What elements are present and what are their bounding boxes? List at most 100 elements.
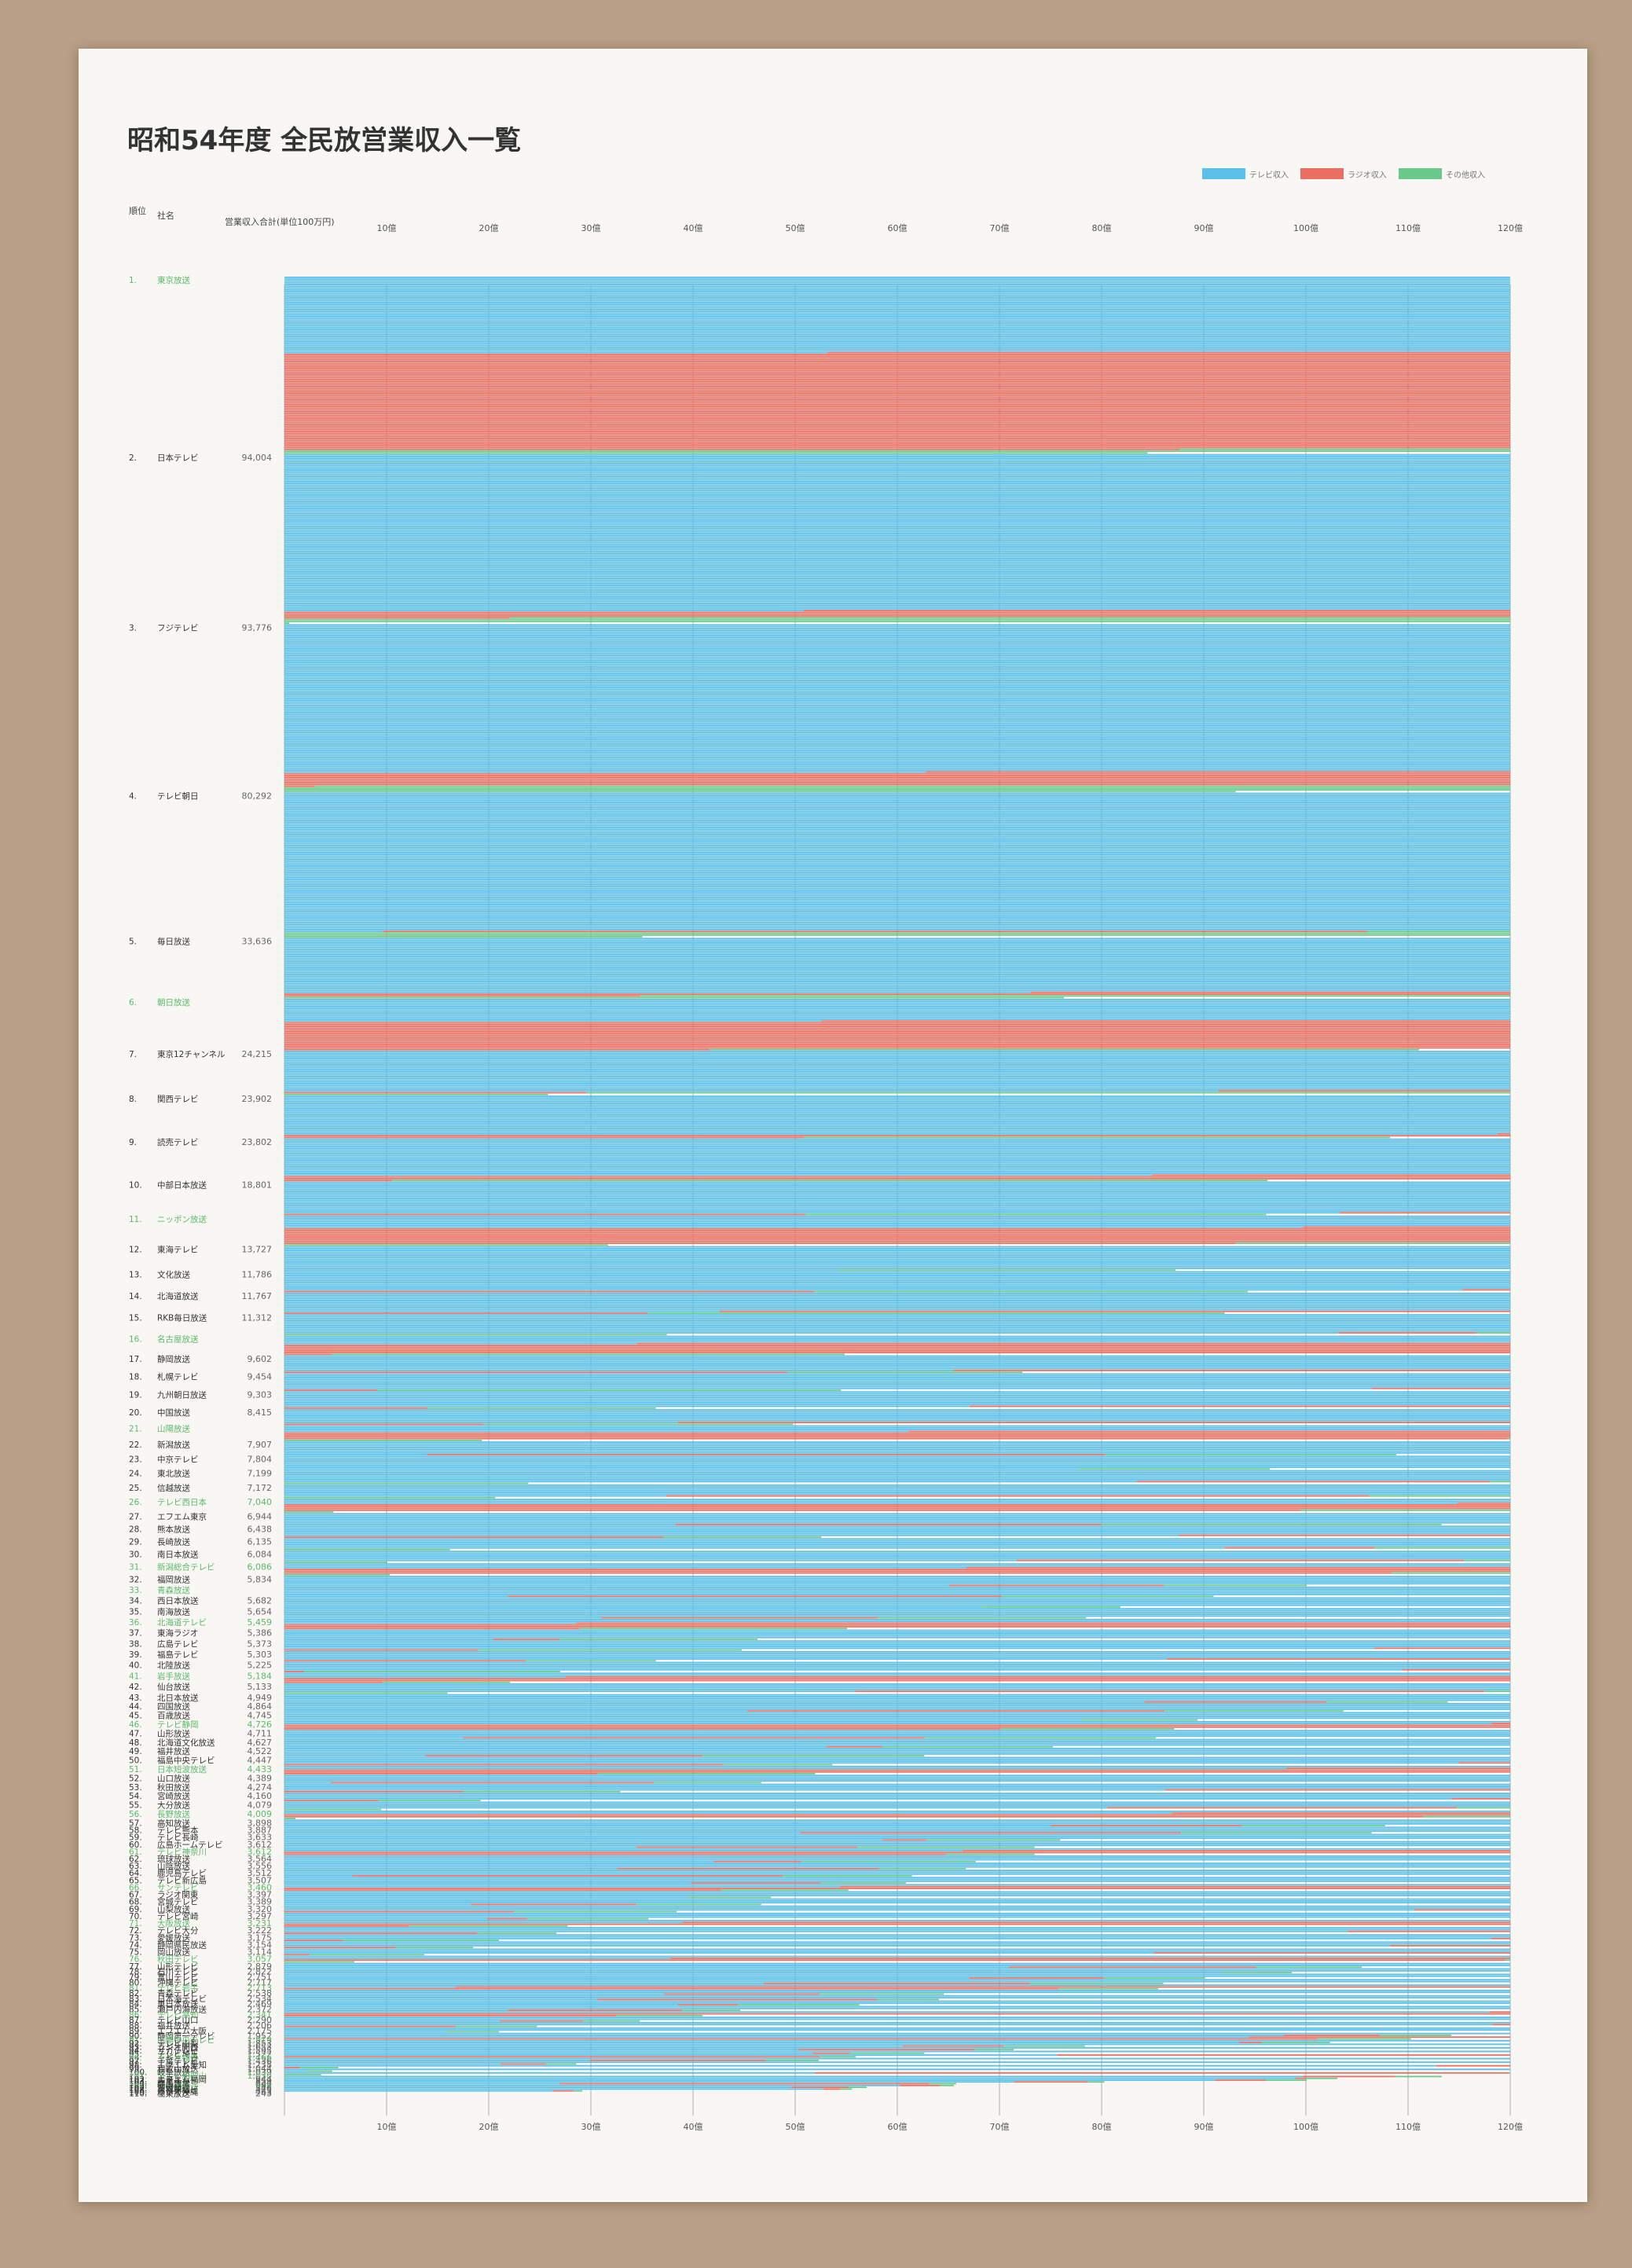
bar-segment	[377, 1389, 842, 1391]
bar-segment	[284, 974, 1510, 975]
bar-segment	[284, 1862, 1510, 1864]
bar-segment	[284, 2077, 1296, 2079]
row-name: 山梨放送	[157, 1904, 190, 1914]
row-name: 福島中央テレビ	[157, 1756, 215, 1766]
bar-segment	[284, 1013, 1510, 1015]
x-ticks-bottom: 10億 20億 30億 40億 50億 60億 70億 80億 90億 100億 110億 120億	[377, 2122, 1524, 2132]
row-name: テレビ熊本	[157, 1826, 199, 1836]
bar-segment	[284, 670, 1510, 673]
bar-segment	[284, 821, 1510, 824]
row-rank: 43.	[129, 1694, 142, 1703]
bar-segment	[284, 633, 1510, 635]
bar-segment	[284, 1918, 487, 1920]
bar-segment	[284, 582, 1510, 585]
bar-segment	[284, 1113, 1510, 1115]
bar-segment	[284, 554, 1510, 556]
row-rank: 34.	[129, 1597, 142, 1606]
bar-segment	[284, 473, 1510, 475]
bar-segment	[284, 1405, 970, 1407]
bar-segment	[284, 809, 1510, 811]
bar-segment	[1166, 1658, 1510, 1660]
bar-segment	[284, 1925, 409, 1927]
bar-segment	[820, 2056, 856, 2058]
bar-segment	[284, 1353, 332, 1356]
bar-segment	[284, 1323, 1510, 1325]
row-value: 3,231	[248, 1918, 273, 1929]
bar-segment	[284, 2018, 1510, 2020]
bar-segment	[284, 2024, 1493, 2026]
row-name: 大分放送	[157, 1800, 190, 1811]
bar-segment	[284, 1502, 1458, 1504]
bar-segment	[284, 1873, 1510, 1875]
bar-segment	[284, 677, 1510, 680]
bar-segment	[284, 1601, 1510, 1602]
row-name: テレビ朝日	[157, 792, 199, 802]
bar-segment	[284, 893, 1510, 895]
row-name: 名古屋放送	[157, 1334, 199, 1345]
bar-segment	[1374, 1647, 1511, 1650]
bar-segment	[284, 346, 1510, 348]
row-value: 11,312	[242, 1312, 273, 1323]
bar-segment	[284, 479, 1510, 481]
bar-segment	[974, 2049, 1014, 2051]
bar-segment	[284, 939, 1510, 941]
bar-segment	[284, 1366, 1510, 1368]
bar-segment	[284, 1658, 1167, 1660]
bar-segment	[284, 817, 1510, 820]
bar-segment	[284, 1885, 840, 1888]
bar-segment	[284, 1287, 1510, 1289]
bar-segment	[343, 1940, 499, 1941]
row-rank: 25.	[129, 1484, 142, 1493]
row-rank: 19.	[129, 1390, 142, 1400]
bar-segment	[284, 463, 1510, 464]
bar-segment	[284, 1793, 1510, 1794]
x-tick-label: 10億	[377, 223, 397, 233]
bar-segment	[284, 984, 1510, 986]
row-name: テレビ岩手	[157, 1983, 199, 1993]
bar-segment	[284, 620, 1510, 622]
bar-segment	[284, 1916, 1510, 1918]
row-value: 4,726	[248, 1719, 273, 1730]
row-value: 834	[255, 2078, 272, 2088]
bar-segment	[849, 2052, 925, 2054]
row-rank: 17.	[129, 1355, 142, 1364]
bar-segment	[284, 1769, 1510, 1771]
bar-segment	[284, 837, 1510, 839]
bar-segment	[1464, 1559, 1510, 1562]
bar-segment	[819, 1993, 944, 1995]
bar-segment	[284, 1660, 526, 1662]
bar-segment	[1172, 1812, 1510, 1815]
row-rank: 61.	[129, 1848, 142, 1857]
bar-segment	[1484, 1690, 1510, 1692]
row-name: 琉球放送	[157, 1854, 190, 1864]
bar-segment	[284, 448, 1179, 450]
bar-segment	[284, 1812, 1172, 1815]
bar-segment	[284, 2038, 1317, 2040]
bar-segment	[284, 1562, 388, 1563]
bar-segment	[284, 1835, 1510, 1837]
bar-segment	[284, 764, 1510, 766]
bar-segment	[284, 1661, 1510, 1664]
bar-segment	[284, 1570, 1510, 1573]
bar-segment	[284, 1006, 1510, 1007]
bar-segment	[1179, 448, 1511, 450]
bar-segment	[284, 1419, 1510, 1422]
bar-segment	[738, 2004, 860, 2006]
row-value: 4,711	[248, 1728, 273, 1738]
x-tick-label: 50億	[786, 2122, 805, 2132]
row-value: 3,612	[248, 1840, 273, 1850]
row-value: 4,160	[248, 1791, 273, 1801]
bar-segment	[284, 1896, 688, 1899]
bar-segment	[284, 1206, 1510, 1209]
bar-segment	[284, 1208, 1510, 1210]
bar-segment	[675, 1524, 1102, 1525]
bar-segment	[284, 842, 1510, 845]
row-name: 北海道放送	[157, 1291, 199, 1301]
bar-segment	[284, 765, 1510, 768]
bar-segment	[284, 2054, 1058, 2056]
bar-segment	[284, 695, 1510, 698]
row-rank: 66.	[129, 1884, 142, 1893]
bar-segment	[284, 597, 1510, 599]
bar-segment	[284, 2017, 1510, 2019]
bar-segment	[284, 505, 1510, 508]
